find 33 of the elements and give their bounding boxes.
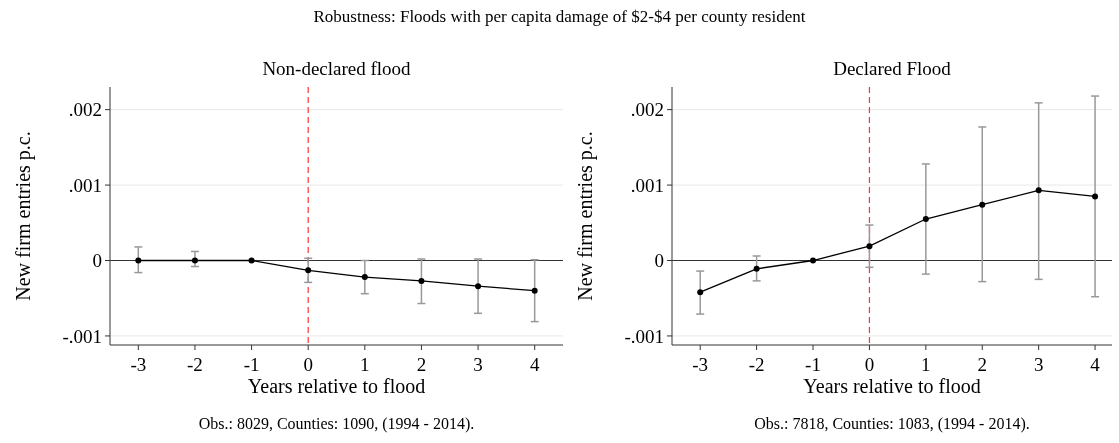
y-tick-label: .002 <box>68 99 102 121</box>
y-axis-title: New firm entries p.c. <box>574 131 597 301</box>
x-tick-label: 0 <box>303 354 313 375</box>
x-tick-label: 4 <box>1090 354 1101 375</box>
x-tick-label: 0 <box>864 354 875 375</box>
y-axis-title: New firm entries p.c. <box>12 131 35 301</box>
x-tick-label: -1 <box>243 354 260 375</box>
text: Robustness: Floods with per capita damage of $2-$4 per county resident <box>313 7 806 26</box>
x-tick-label: 3 <box>1033 354 1044 375</box>
x-tick-label: -3 <box>692 354 709 375</box>
y-tick-label: 0 <box>654 250 664 272</box>
x-tick-label: 4 <box>529 354 540 375</box>
x-tick-label: -2 <box>187 354 203 375</box>
x-tick-label: 2 <box>977 354 988 375</box>
x-axis-title: Years relative to flood <box>247 375 426 397</box>
y-tick-label: .002 <box>630 99 664 121</box>
x-axis-title: Years relative to flood <box>803 375 981 397</box>
text: Obs.: 7818, Counties: 1083, (1994 - 2014). <box>754 415 1030 433</box>
chart-title: Declared Flood <box>833 58 952 79</box>
y-tick-label: .001 <box>68 174 102 196</box>
x-tick-label: -2 <box>748 354 765 375</box>
x-tick-label: 1 <box>921 354 931 375</box>
y-tick-label: -.001 <box>62 325 102 347</box>
y-tick-label: .001 <box>630 174 664 196</box>
text: Obs.: 8029, Counties: 1090, (1994 - 2014). <box>198 415 475 433</box>
y-tick-label: 0 <box>92 250 102 272</box>
x-tick-label: 1 <box>360 354 370 375</box>
x-tick-label: -1 <box>805 354 821 375</box>
x-tick-label: 3 <box>473 354 483 375</box>
y-tick-label: -.001 <box>624 325 664 347</box>
x-tick-label: 2 <box>416 354 427 375</box>
x-tick-label: -3 <box>130 354 147 375</box>
chart-title: Non-declared flood <box>262 58 412 79</box>
